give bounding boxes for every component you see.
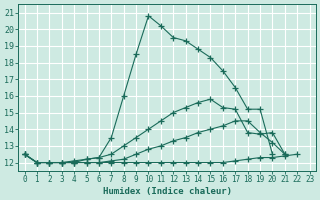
X-axis label: Humidex (Indice chaleur): Humidex (Indice chaleur) bbox=[103, 187, 232, 196]
